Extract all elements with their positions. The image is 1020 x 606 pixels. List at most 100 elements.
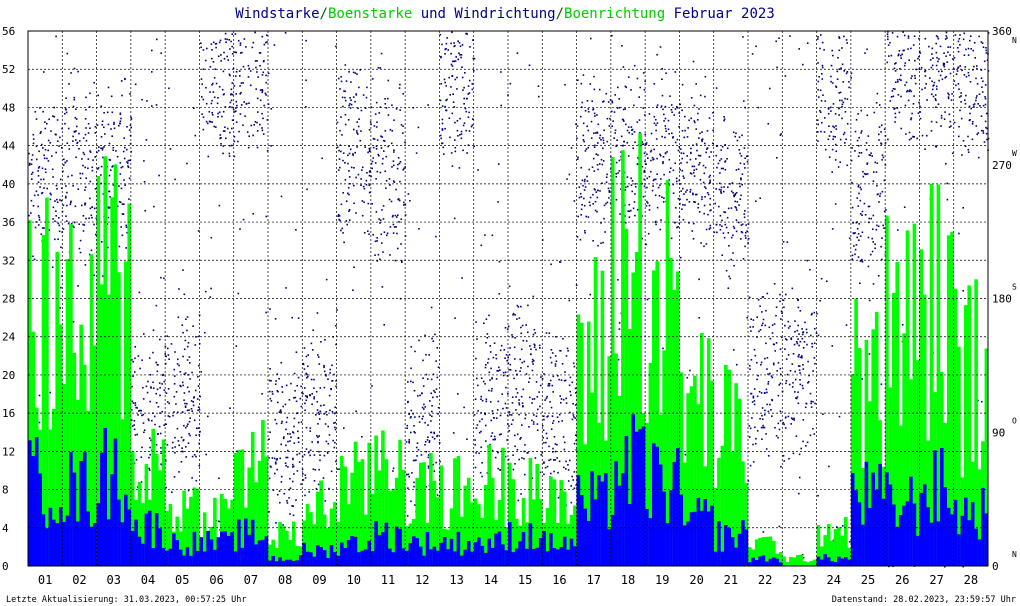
wind-bar — [254, 544, 258, 566]
direction-point — [603, 217, 605, 220]
direction-point — [182, 439, 185, 442]
direction-point — [55, 215, 57, 217]
direction-point — [504, 327, 507, 329]
direction-point — [900, 95, 902, 98]
direction-point — [707, 213, 709, 216]
direction-point — [798, 333, 800, 335]
direction-point — [930, 120, 933, 123]
direction-point — [570, 485, 572, 487]
direction-point — [480, 446, 482, 449]
wind-bar — [614, 461, 618, 566]
direction-point — [896, 107, 899, 109]
direction-point — [318, 363, 321, 365]
direction-point — [821, 78, 824, 80]
direction-point — [589, 293, 592, 296]
wind-bar — [850, 473, 855, 566]
gust-bar — [679, 372, 683, 566]
direction-point — [224, 106, 227, 108]
direction-point — [876, 92, 879, 95]
direction-point — [303, 453, 306, 456]
direction-point — [463, 97, 465, 100]
direction-point — [82, 164, 84, 167]
direction-point — [327, 378, 329, 380]
direction-point — [668, 158, 671, 161]
direction-point — [593, 170, 596, 172]
direction-point — [254, 31, 256, 34]
gust-bar — [106, 294, 111, 566]
direction-point — [414, 459, 416, 462]
direction-point — [786, 339, 788, 341]
direction-point — [789, 370, 792, 372]
direction-point — [35, 190, 38, 193]
direction-point — [515, 396, 517, 398]
direction-point — [683, 136, 685, 139]
wind-bar — [137, 536, 142, 566]
direction-point — [443, 78, 446, 81]
direction-point — [62, 228, 65, 230]
direction-point — [648, 113, 651, 115]
direction-point — [525, 340, 528, 342]
direction-point — [539, 384, 542, 387]
direction-point — [87, 122, 90, 125]
x-tick-label: 13 — [449, 573, 463, 587]
gust-bar — [706, 338, 711, 566]
direction-point — [79, 140, 81, 142]
direction-point — [985, 49, 988, 52]
direction-point — [261, 74, 264, 76]
direction-point — [701, 140, 703, 143]
direction-point — [63, 164, 65, 166]
direction-point — [713, 231, 716, 234]
direction-point — [917, 57, 919, 60]
direction-point — [217, 520, 220, 523]
direction-point — [430, 431, 432, 434]
direction-point — [875, 171, 878, 173]
direction-point — [89, 150, 91, 152]
direction-point — [305, 399, 307, 402]
direction-point — [867, 135, 870, 137]
direction-point — [824, 100, 827, 102]
direction-point — [102, 193, 105, 195]
direction-point — [676, 180, 678, 183]
direction-point — [109, 169, 112, 171]
direction-point — [328, 487, 330, 490]
wind-bar — [285, 559, 289, 566]
direction-point — [491, 432, 494, 434]
direction-point — [741, 231, 744, 234]
direction-point — [116, 155, 119, 158]
direction-point — [855, 244, 858, 246]
wind-bar — [672, 461, 677, 566]
direction-point — [186, 409, 189, 412]
direction-point — [695, 158, 697, 160]
direction-point — [229, 74, 231, 77]
direction-point — [315, 390, 318, 393]
direction-point — [120, 187, 123, 190]
direction-point — [59, 199, 61, 201]
direction-point — [240, 104, 243, 106]
compass-label: W — [1012, 149, 1017, 158]
direction-point — [283, 436, 285, 438]
direction-point — [715, 145, 718, 147]
wind-bar — [689, 512, 694, 566]
direction-point — [931, 53, 933, 55]
direction-point — [176, 363, 179, 365]
wind-bar — [669, 490, 673, 566]
direction-point — [926, 99, 928, 101]
direction-point — [454, 146, 457, 149]
direction-point — [914, 77, 916, 79]
direction-point — [520, 326, 522, 329]
direction-point — [693, 104, 696, 107]
direction-point — [400, 243, 402, 245]
direction-point — [883, 210, 886, 213]
wind-bar — [391, 552, 395, 566]
direction-point — [348, 71, 350, 73]
gust-bar — [710, 380, 714, 566]
gust-bar — [772, 540, 776, 566]
direction-point — [813, 357, 816, 359]
direction-point — [577, 156, 579, 159]
direction-point — [498, 366, 500, 369]
direction-point — [202, 116, 205, 118]
direction-point — [64, 197, 67, 199]
direction-point — [291, 466, 294, 468]
direction-point — [285, 421, 288, 424]
direction-point — [387, 97, 389, 100]
